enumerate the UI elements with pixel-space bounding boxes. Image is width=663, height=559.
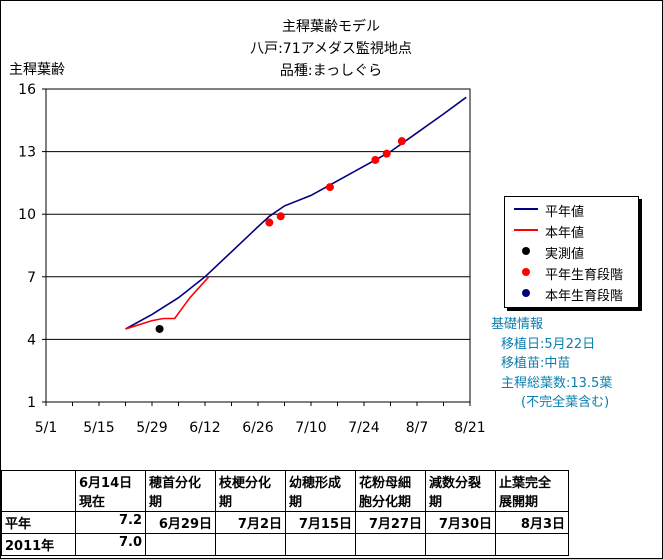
y-tick-label: 1 [27,395,36,411]
legend-symbol [514,229,538,231]
series-point [276,212,285,221]
y-axis-label: 主稈葉齢 [9,62,65,78]
table-header-cell: 花粉母細 胞分化期 [355,470,426,512]
base-info-line: 移植苗:中苗 [501,356,571,371]
legend-dot-icon [522,247,530,255]
series-point [325,183,334,192]
legend-label: 本年値 [545,226,585,241]
y-tick-label: 10 [18,207,36,223]
legend-symbol [522,247,530,255]
legend-dot-icon [522,268,530,276]
table-corner-cell [1,470,76,512]
table-header-row: 6月14日 現在 穂首分化 期枝梗分化 期幼穂形成 期花粉母細 胞分化期 減数分裂 … [1,470,569,512]
chart-subtitle-variety: 品種:まっしぐら [279,63,383,79]
base-info-line: 主稈総葉数:13.5葉 [501,375,613,391]
y-tick-label: 16 [18,82,36,98]
series-line-本年値 [125,276,210,330]
table-cell: 7月30日 [425,511,496,534]
legend-symbol [522,289,530,297]
legend-symbol [522,268,530,276]
series-point [382,149,391,158]
leaf-age-chart: 1 4 7 10 13 16 5/1 5/15 5/29 6/12 6/26 7/10 7/24 8/7 8… [18,82,486,436]
chart-title: 主稈葉齢モデル [282,19,380,35]
legend-item: 平年値 [505,199,638,220]
table-header-cell: 減数分裂 期 [425,470,496,512]
table-cell: 8月3日 [495,511,569,534]
base-info-line: (不完全葉含む) [521,395,610,410]
x-tick-label: 5/15 [83,420,114,436]
x-tick-label: 8/7 [406,420,429,436]
y-tick-label: 7 [27,270,36,286]
legend-symbol [514,208,538,210]
legend-label: 平年生育段階 [545,268,624,283]
table-cell: 7.2 [75,511,146,534]
table-row: 平年 7.2 6月29日 7月2日 7月15日 7月27日 7月30日 8月3日 [1,511,569,534]
table-cell [285,533,356,556]
base-info-line: 移植日:5月22日 [501,336,596,352]
legend-item: 本年値 [505,220,638,241]
x-tick-label: 6/26 [242,420,274,436]
x-tick-label: 7/10 [295,420,326,436]
table-cell: 7月15日 [285,511,356,534]
y-tick-label: 4 [27,332,36,348]
table-cell: 6月29日 [145,511,216,534]
table-row: 2011年 7.0 [1,533,569,556]
chart-subtitle-location: 八戸:71アメダス監視地点 [250,41,412,57]
series-point [397,137,406,146]
series-point [371,155,380,164]
legend-item: 本年生育段階 [505,283,638,304]
x-tick-label: 6/12 [189,420,220,436]
growth-stage-table: 6月14日 現在 穂首分化 期枝梗分化 期幼穂形成 期花粉母細 胞分化期 減数分裂 … [1,470,569,556]
table-header-cell: 6月14日 現在 [75,470,146,512]
table-cell: 7.0 [75,533,146,556]
x-tick-label: 8/21 [454,420,485,436]
x-tick-label: 7/24 [348,420,380,436]
table-cell [145,533,216,556]
table-cell [355,533,426,556]
table-cell: 7月27日 [355,511,426,534]
y-tick-label: 13 [18,145,36,161]
base-info-panel: 基礎情報 移植日:5月22日 移植苗:中苗 主稈総葉数:13.5葉 (不完全葉含… [491,315,612,413]
legend-item: 実測値 [505,241,638,262]
table-row-label: 2011年 [1,533,76,556]
table-header-cell: 穂首分化 期 [145,470,216,512]
legend-label: 実測値 [545,247,585,262]
series-point [155,324,164,333]
legend-label: 平年値 [545,205,585,220]
legend: 平年値本年値実測値平年生育段階 本年生育段階 [504,196,639,308]
x-tick-label: 5/1 [35,420,58,436]
legend-dot-icon [522,289,530,297]
legend-label: 本年生育段階 [545,289,624,304]
table-cell [425,533,496,556]
table-cell [215,533,286,556]
x-tick-label: 5/29 [136,420,167,436]
legend-item: 平年生育段階 [505,262,638,283]
table-cell: 7月2日 [215,511,286,534]
table-row-label: 平年 [1,511,76,534]
table-header-cell: 枝梗分化 期 [215,470,286,512]
series-line-平年値 [125,96,467,330]
table-header-cell: 止葉完全 展開期 [495,470,569,512]
table-cell [495,533,569,556]
series-point [265,218,274,227]
plot-area [45,88,471,403]
table-header-cell: 幼穂形成 期 [285,470,356,512]
base-info-heading: 基礎情報 [491,317,544,332]
